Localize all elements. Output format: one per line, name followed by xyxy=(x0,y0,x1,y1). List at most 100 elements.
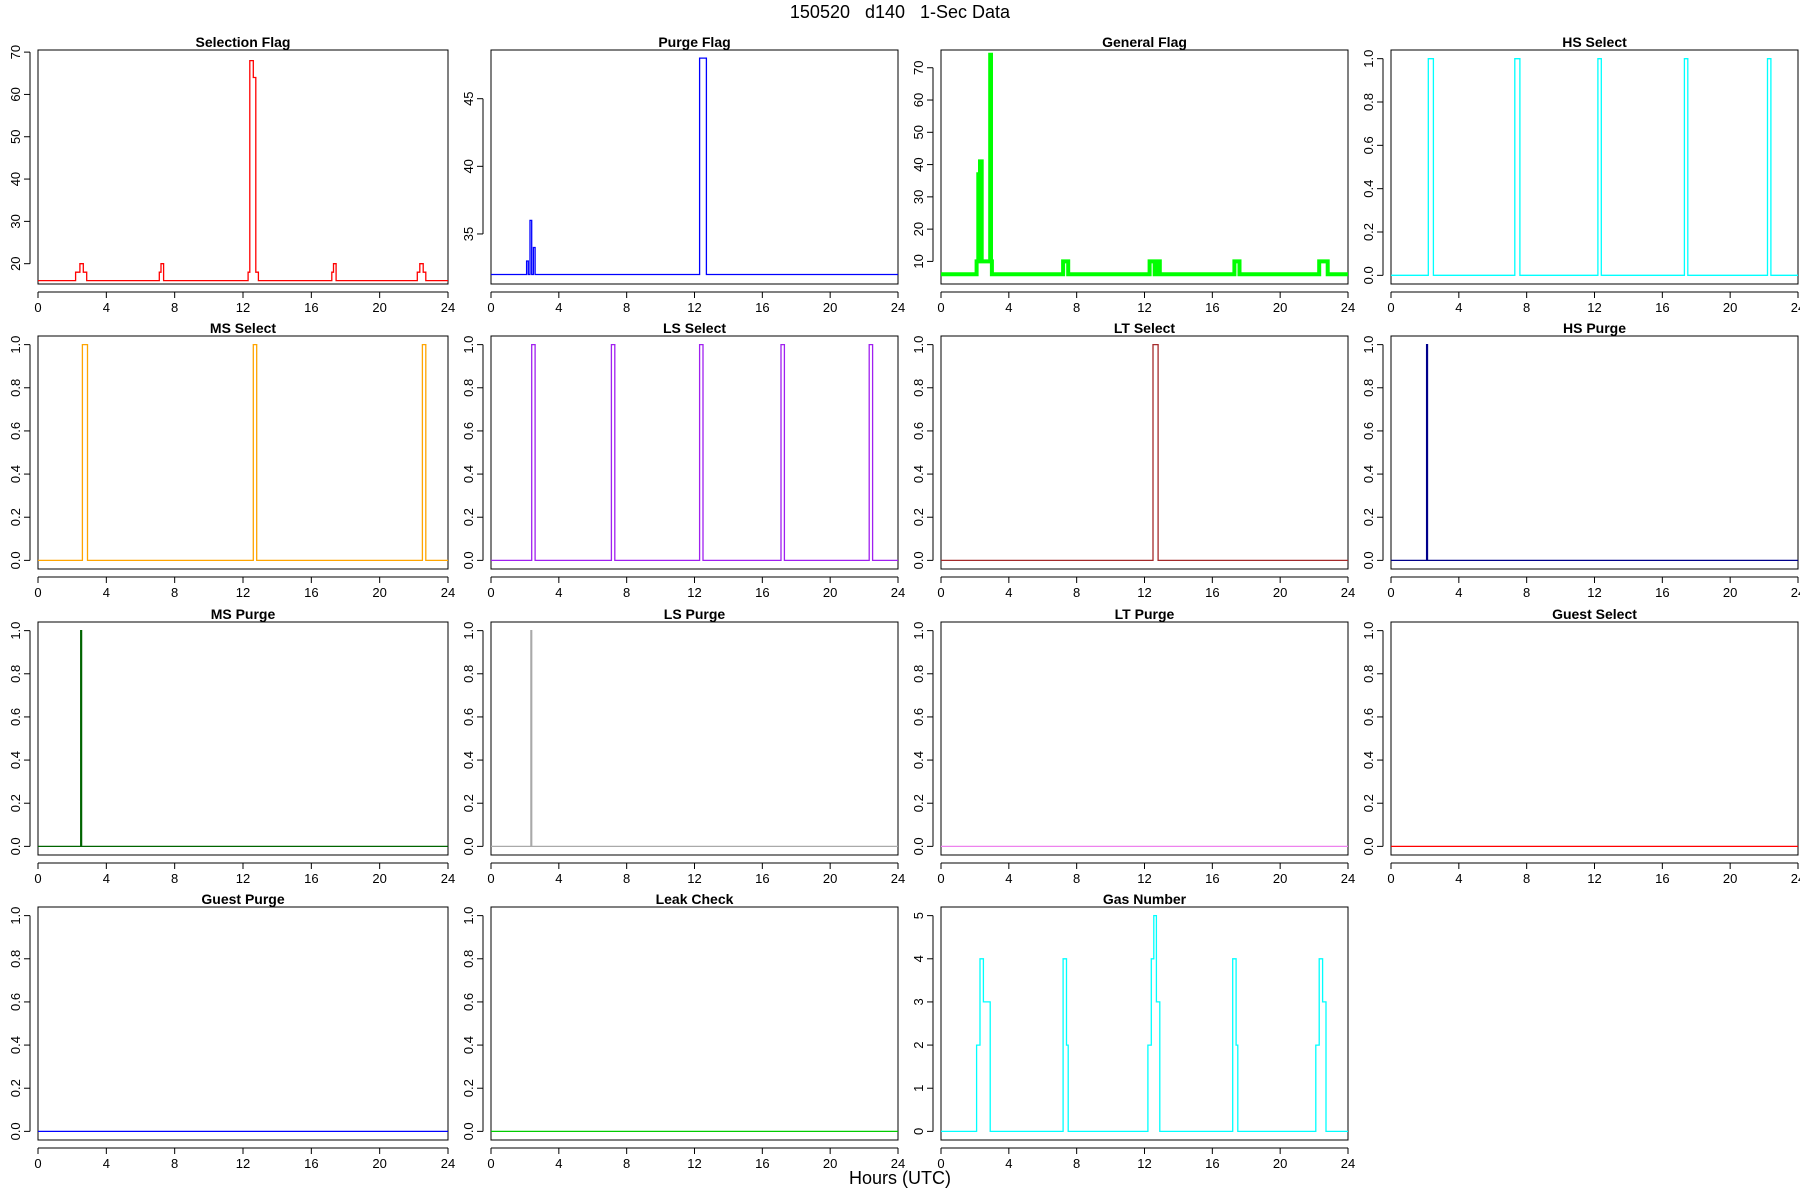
y-tick-label: 0.0 xyxy=(1361,266,1376,284)
y-tick-label: 0.2 xyxy=(461,794,476,812)
x-tick-label: 16 xyxy=(755,585,769,600)
x-tick-label: 0 xyxy=(487,871,494,886)
x-tick-label: 20 xyxy=(1723,871,1737,886)
plot-frame xyxy=(940,335,1349,570)
y-tick-label: 0.6 xyxy=(461,708,476,726)
panel-title: General Flag xyxy=(1102,34,1187,50)
plot-frame xyxy=(490,621,899,856)
x-tick-label: 24 xyxy=(441,300,455,315)
data-line xyxy=(941,914,1348,1133)
y-tick-label: 30 xyxy=(911,190,926,204)
y-tick-label: 30 xyxy=(8,214,23,228)
panel-title: LS Purge xyxy=(664,606,726,622)
x-tick-label: 12 xyxy=(236,585,250,600)
plot-frame xyxy=(37,621,449,856)
y-tick-label: 1.0 xyxy=(461,336,476,354)
y-tick-label: 4 xyxy=(911,955,926,962)
x-tick-label: 0 xyxy=(1387,871,1394,886)
panel-title: HS Purge xyxy=(1563,320,1626,336)
y-tick-label: 0.4 xyxy=(911,465,926,483)
y-tick-label: 0.8 xyxy=(8,950,23,968)
y-tick-label: 0.2 xyxy=(8,508,23,526)
y-tick-label: 50 xyxy=(8,130,23,144)
x-tick-label: 4 xyxy=(1455,585,1462,600)
y-tick-label: 0.2 xyxy=(1361,508,1376,526)
plot-frame xyxy=(37,49,449,285)
x-tick-label: 16 xyxy=(304,300,318,315)
data-line xyxy=(941,52,1348,277)
y-tick-label: 70 xyxy=(911,61,926,75)
plot-frame xyxy=(490,335,899,570)
x-tick-label: 8 xyxy=(171,300,178,315)
panel-ls-purge: LS Purge 0 4 8 12 16 20 24 0.0 0.2 0.4 0.6 0.8 1.0 xyxy=(461,606,905,886)
panel-general-flag: General Flag 0 4 8 12 16 20 24 10 20 30 40 50 60 70 xyxy=(911,34,1355,315)
x-tick-label: 16 xyxy=(304,1156,318,1171)
plot-frame xyxy=(1390,621,1799,856)
x-tick-label: 8 xyxy=(623,1156,630,1171)
panel-ls-select: LS Select 0 4 8 12 16 20 24 0.0 0.2 0.4 0.6 0.8 1.0 xyxy=(461,320,905,600)
y-tick-label: 0.4 xyxy=(8,751,23,769)
plot-frame xyxy=(490,49,899,285)
y-tick-label: 0.8 xyxy=(1361,665,1376,683)
y-tick-label: 0.2 xyxy=(8,794,23,812)
x-tick-label: 0 xyxy=(487,1156,494,1171)
x-tick-label: 8 xyxy=(1073,1156,1080,1171)
data-line xyxy=(491,343,898,562)
page-title: 150520 d140 1-Sec Data xyxy=(789,2,1011,22)
y-tick-label: 0.6 xyxy=(8,708,23,726)
panel-title: Leak Check xyxy=(656,891,734,907)
x-tick-label: 4 xyxy=(103,871,110,886)
x-tick-label: 4 xyxy=(555,585,562,600)
panel-lt-purge: LT Purge 0 4 8 12 16 20 24 0.0 0.2 0.4 0.6 0.8 1.0 xyxy=(911,606,1355,886)
panel-lt-select: LT Select 0 4 8 12 16 20 24 0.0 0.2 0.4 0.6 0.8 1.0 xyxy=(911,320,1355,600)
y-tick-label: 1.0 xyxy=(8,907,23,925)
x-tick-label: 0 xyxy=(487,585,494,600)
y-tick-label: 0.8 xyxy=(461,950,476,968)
x-tick-label: 0 xyxy=(487,300,494,315)
panel-ms-purge: MS Purge 0 4 8 12 16 20 24 0.0 0.2 0.4 0.6 0.8 1.0 xyxy=(8,606,455,886)
x-tick-label: 20 xyxy=(1723,585,1737,600)
x-tick-label: 16 xyxy=(755,1156,769,1171)
panel-title: HS Select xyxy=(1562,34,1627,50)
y-tick-label: 0.6 xyxy=(8,422,23,440)
data-line xyxy=(941,343,1348,562)
x-tick-label: 8 xyxy=(171,585,178,600)
x-tick-label: 12 xyxy=(1137,1156,1151,1171)
panel-title: Gas Number xyxy=(1103,891,1187,907)
x-tick-label: 12 xyxy=(1137,300,1151,315)
y-tick-label: 5 xyxy=(911,912,926,919)
x-tick-label: 16 xyxy=(1205,1156,1219,1171)
x-tick-label: 24 xyxy=(891,871,905,886)
x-tick-label: 20 xyxy=(823,871,837,886)
x-tick-label: 8 xyxy=(623,300,630,315)
y-tick-label: 1.0 xyxy=(461,622,476,640)
x-tick-label: 4 xyxy=(555,871,562,886)
plot-frame xyxy=(490,906,899,1141)
y-tick-label: 0.6 xyxy=(911,708,926,726)
x-tick-label: 12 xyxy=(687,871,701,886)
x-tick-label: 4 xyxy=(103,300,110,315)
y-tick-label: 40 xyxy=(8,172,23,186)
data-line xyxy=(38,343,448,562)
x-tick-label: 20 xyxy=(372,300,386,315)
x-tick-label: 16 xyxy=(1655,300,1669,315)
x-tick-label: 8 xyxy=(1073,871,1080,886)
x-tick-label: 16 xyxy=(755,871,769,886)
y-tick-label: 0.4 xyxy=(1361,180,1376,198)
x-tick-label: 8 xyxy=(1073,300,1080,315)
x-tick-label: 8 xyxy=(1523,585,1530,600)
y-tick-label: 0.6 xyxy=(911,422,926,440)
panel-guest-purge: Guest Purge 0 4 8 12 16 20 24 0.0 0.2 0.4 0.6 0.8 1.0 xyxy=(8,891,455,1171)
y-tick-label: 0.2 xyxy=(8,1079,23,1097)
x-tick-label: 20 xyxy=(823,300,837,315)
x-tick-label: 0 xyxy=(937,871,944,886)
panel-hs-purge: HS Purge 0 4 8 12 16 20 24 0.0 0.2 0.4 0.6 0.8 1.0 xyxy=(1361,320,1800,600)
x-tick-label: 24 xyxy=(441,585,455,600)
y-tick-label: 1.0 xyxy=(1361,50,1376,68)
x-tick-label: 0 xyxy=(1387,585,1394,600)
x-tick-label: 20 xyxy=(1723,300,1737,315)
x-tick-label: 12 xyxy=(236,1156,250,1171)
y-tick-label: 0.2 xyxy=(1361,794,1376,812)
y-tick-label: 0.0 xyxy=(8,1122,23,1140)
